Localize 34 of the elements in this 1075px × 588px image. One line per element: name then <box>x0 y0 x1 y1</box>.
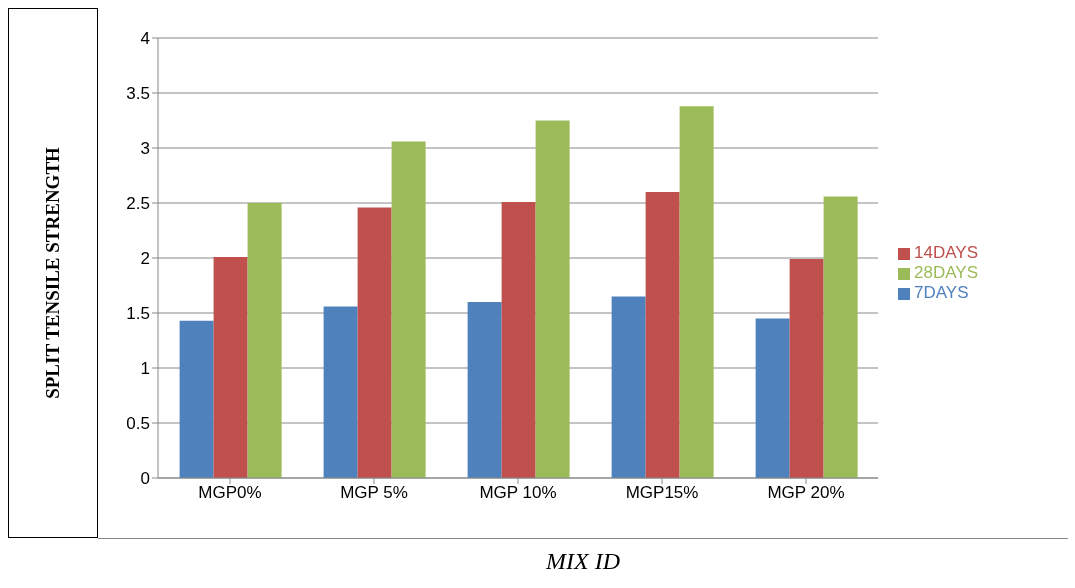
bar <box>391 141 426 478</box>
bar <box>679 106 714 478</box>
x-tick-label: MGP15% <box>625 483 699 503</box>
x-axis-title: MIX ID <box>545 548 621 575</box>
bar <box>501 201 536 478</box>
y-tick-label: 2 <box>140 249 150 269</box>
x-tick-label: MGP 5% <box>340 483 408 503</box>
y-tick-label: 1 <box>140 359 150 379</box>
bar <box>247 203 282 478</box>
y-tick-label: 2.5 <box>126 194 150 214</box>
bar <box>179 320 214 478</box>
bar <box>789 259 824 478</box>
y-axis-title: SPLIT TENSILE STRENGTH <box>42 147 64 399</box>
bar <box>823 196 858 478</box>
legend-label: 28DAYS <box>914 263 978 282</box>
bar <box>611 296 646 478</box>
y-tick-label: 0.5 <box>126 414 150 434</box>
x-tick-label: MGP0% <box>198 483 262 503</box>
bar <box>357 207 392 478</box>
bar <box>323 306 358 478</box>
y-tick-label: 1.5 <box>126 304 150 324</box>
bar <box>467 302 502 478</box>
y-tick-label: 3 <box>140 139 150 159</box>
y-tick-label: 3.5 <box>126 84 150 104</box>
y-tick-label: 4 <box>140 29 150 49</box>
x-tick-label: MGP 20% <box>767 483 845 503</box>
bar <box>535 120 570 478</box>
y-tick-label: 0 <box>140 469 150 489</box>
legend-label: 14DAYS <box>914 243 978 262</box>
x-tick-label: MGP 10% <box>479 483 557 503</box>
bar <box>213 256 248 478</box>
legend-label: 7DAYS <box>914 283 969 302</box>
bar <box>645 192 680 478</box>
bar <box>755 318 790 478</box>
